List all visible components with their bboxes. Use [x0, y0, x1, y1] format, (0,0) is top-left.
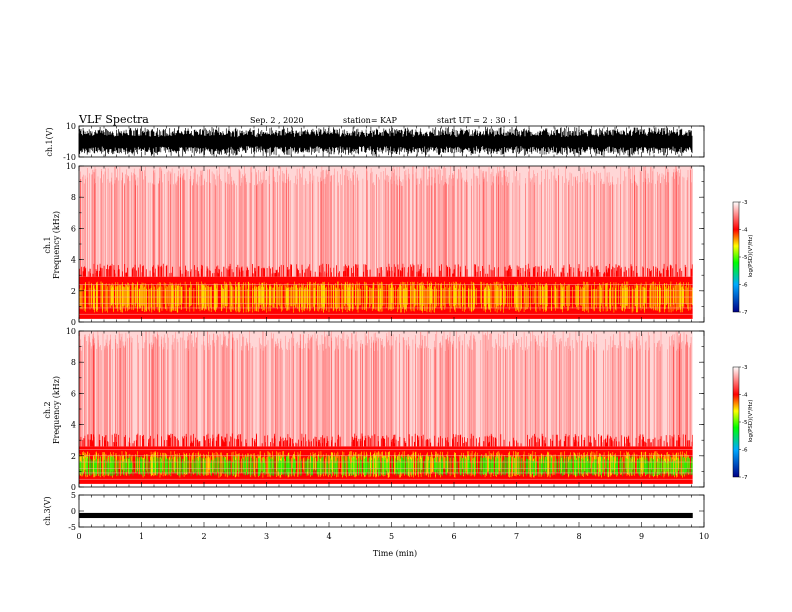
y-tick-label: 0 — [71, 483, 76, 492]
y-tick-label: -10 — [63, 153, 76, 162]
x-axis-label: Time (min) — [373, 549, 417, 558]
x-tick-label: 4 — [326, 532, 331, 541]
y-tick-label: 8 — [71, 193, 76, 202]
date-label: Sep. 2 , 2020 — [250, 116, 304, 125]
ch1-waveform-panel: 10 -10 — [63, 122, 705, 162]
colorbar — [732, 366, 740, 478]
x-tick-label: 6 — [451, 532, 456, 541]
colorbar-tick-label: -6 — [742, 283, 748, 289]
colorbar-tick-label: -5 — [742, 420, 748, 426]
high-frequency-noise — [79, 331, 693, 447]
y-tick-label: 2 — [71, 287, 76, 296]
x-tick-label: 5 — [389, 532, 394, 541]
colorbar-tick-label: -4 — [742, 228, 748, 234]
x-tick-label: 8 — [576, 532, 581, 541]
x-tick-label: 1 — [139, 532, 144, 541]
impulsive-streaks — [79, 331, 692, 447]
figure-title: VLF Spectra — [78, 113, 149, 126]
ch1-waveform-ylabel: ch.1(V) — [45, 127, 54, 156]
y-tick-label: 10 — [66, 327, 76, 336]
y-tick-label: -5 — [68, 523, 76, 532]
impulsive-streaks — [79, 166, 693, 277]
ch1-spec-ylabel-line1: ch.1 — [43, 236, 52, 253]
band-edge — [80, 433, 693, 447]
colorbar2-label: log(PSD)(V²/Hz) — [747, 400, 754, 443]
no-data-region — [692, 331, 704, 487]
colorbar-tick-label: -7 — [742, 310, 748, 316]
ch1-spectrogram-panel: 0 2 4 6 8 10 -3 -4 -5 -6 -7 — [66, 162, 748, 327]
colorbar-tick-label: -3 — [742, 365, 748, 371]
ch2-spectrogram-panel: 0 2 4 6 8 10 -3 -4 -5 -6 -7 — [66, 327, 748, 492]
ch1-spec-ylabel-line2: Frequency (kHz) — [52, 211, 61, 279]
x-tick-label: 7 — [514, 532, 519, 541]
y-tick-label: 6 — [71, 389, 76, 398]
colorbar-tick-label: -3 — [742, 200, 748, 206]
y-tick-label: 0 — [71, 507, 76, 516]
y-tick-label: 10 — [66, 162, 76, 171]
y-tick-label: 0 — [71, 318, 76, 327]
ch2-spec-ylabel-line2: Frequency (kHz) — [52, 376, 61, 444]
start-ut-label: start UT = 2 : 30 : 1 — [437, 116, 518, 125]
colorbar-tick-label: -5 — [742, 255, 748, 261]
x-tick-label: 3 — [264, 532, 269, 541]
colorbar-tick-label: -7 — [742, 475, 748, 481]
ch2-spec-ylabel-line1: ch.2 — [43, 401, 52, 418]
y-tick-label: 8 — [71, 358, 76, 367]
colorbar-tick-label: -6 — [742, 448, 748, 454]
y-tick-label: 4 — [71, 256, 76, 265]
band-edge — [79, 263, 693, 277]
ch3-waveform-ylabel: ch.3(V) — [43, 496, 52, 525]
station-label: station= KAP — [343, 116, 398, 125]
colorbar — [732, 201, 740, 313]
x-tick-label: 0 — [76, 532, 81, 541]
ch1-waveform-trace — [78, 126, 693, 157]
y-tick-label: 10 — [66, 122, 76, 131]
x-tick-label: 10 — [699, 532, 709, 541]
colorbar-tick-label: -4 — [742, 393, 748, 399]
no-data-region — [692, 166, 704, 322]
y-tick-label: 4 — [71, 421, 76, 430]
ch3-waveform-trace — [79, 512, 693, 519]
y-tick-label: 2 — [71, 452, 76, 461]
y-tick-label: 6 — [71, 224, 76, 233]
colorbar1-label: log(PSD)(V²/Hz) — [747, 235, 754, 278]
y-tick-label: 5 — [71, 491, 76, 500]
x-tick-label: 2 — [201, 532, 206, 541]
x-tick-label: 9 — [639, 532, 644, 541]
